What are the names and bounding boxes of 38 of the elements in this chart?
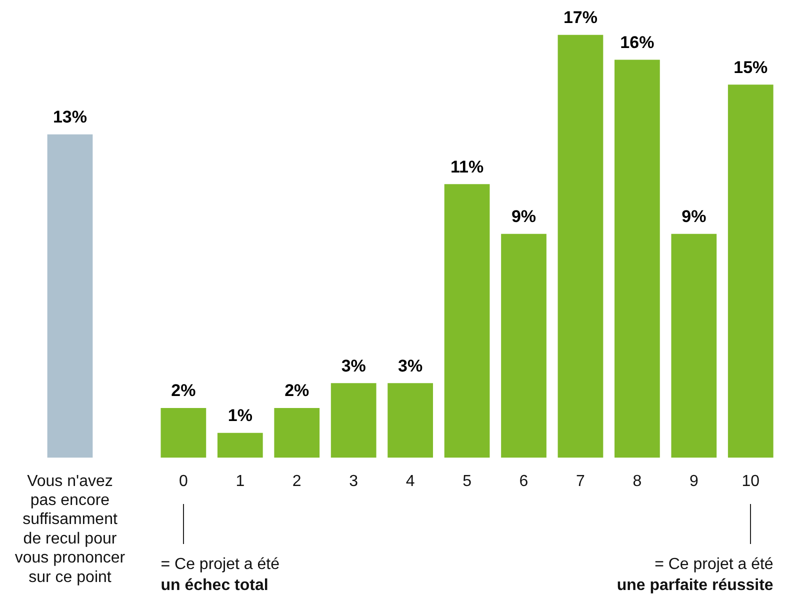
x-tick-label: 8 xyxy=(632,472,642,490)
bar xyxy=(671,234,717,458)
bar xyxy=(217,432,263,458)
data-label: 1% xyxy=(228,406,252,426)
data-label: 9% xyxy=(682,207,706,226)
data-label: 17% xyxy=(563,8,598,28)
bar xyxy=(330,383,376,458)
data-label: 11% xyxy=(450,157,484,176)
bar xyxy=(728,84,774,458)
x-tick-label: 5 xyxy=(462,472,472,490)
text: = Ce projet a été une parfaite réussite xyxy=(616,554,774,596)
bar xyxy=(558,34,604,458)
data-label: 13% xyxy=(52,108,88,127)
data-label: 2% xyxy=(284,381,310,400)
x-tick-label: 4 xyxy=(406,472,415,490)
x-tick-label: 1 xyxy=(236,472,245,490)
bar xyxy=(47,134,93,458)
bar xyxy=(160,408,206,458)
data-label: 3% xyxy=(398,356,423,376)
data-label: 2% xyxy=(171,381,196,400)
data-label: 16% xyxy=(620,32,654,52)
x-tick-label: 6 xyxy=(519,472,528,490)
bar xyxy=(388,383,434,458)
x-tick-label: 2 xyxy=(292,472,302,490)
x-tick-label: 10 xyxy=(742,472,760,490)
bar xyxy=(444,184,490,458)
data-label: 15% xyxy=(734,58,768,77)
bar xyxy=(614,60,660,458)
bar xyxy=(274,408,320,458)
x-tick-label: 0 xyxy=(178,472,188,490)
text: = Ce projet a été un échec total xyxy=(160,554,280,596)
bar xyxy=(501,234,546,458)
x-tick-label: 9 xyxy=(689,472,698,490)
data-label: 9% xyxy=(511,207,536,226)
x-tick-label: Vous n'avez pas encore suffisamment de recul pour vous prononcer sur ce point xyxy=(14,472,126,586)
data-label: 3% xyxy=(341,356,366,376)
x-tick-label: 7 xyxy=(576,472,586,490)
x-tick-label: 3 xyxy=(349,472,358,490)
